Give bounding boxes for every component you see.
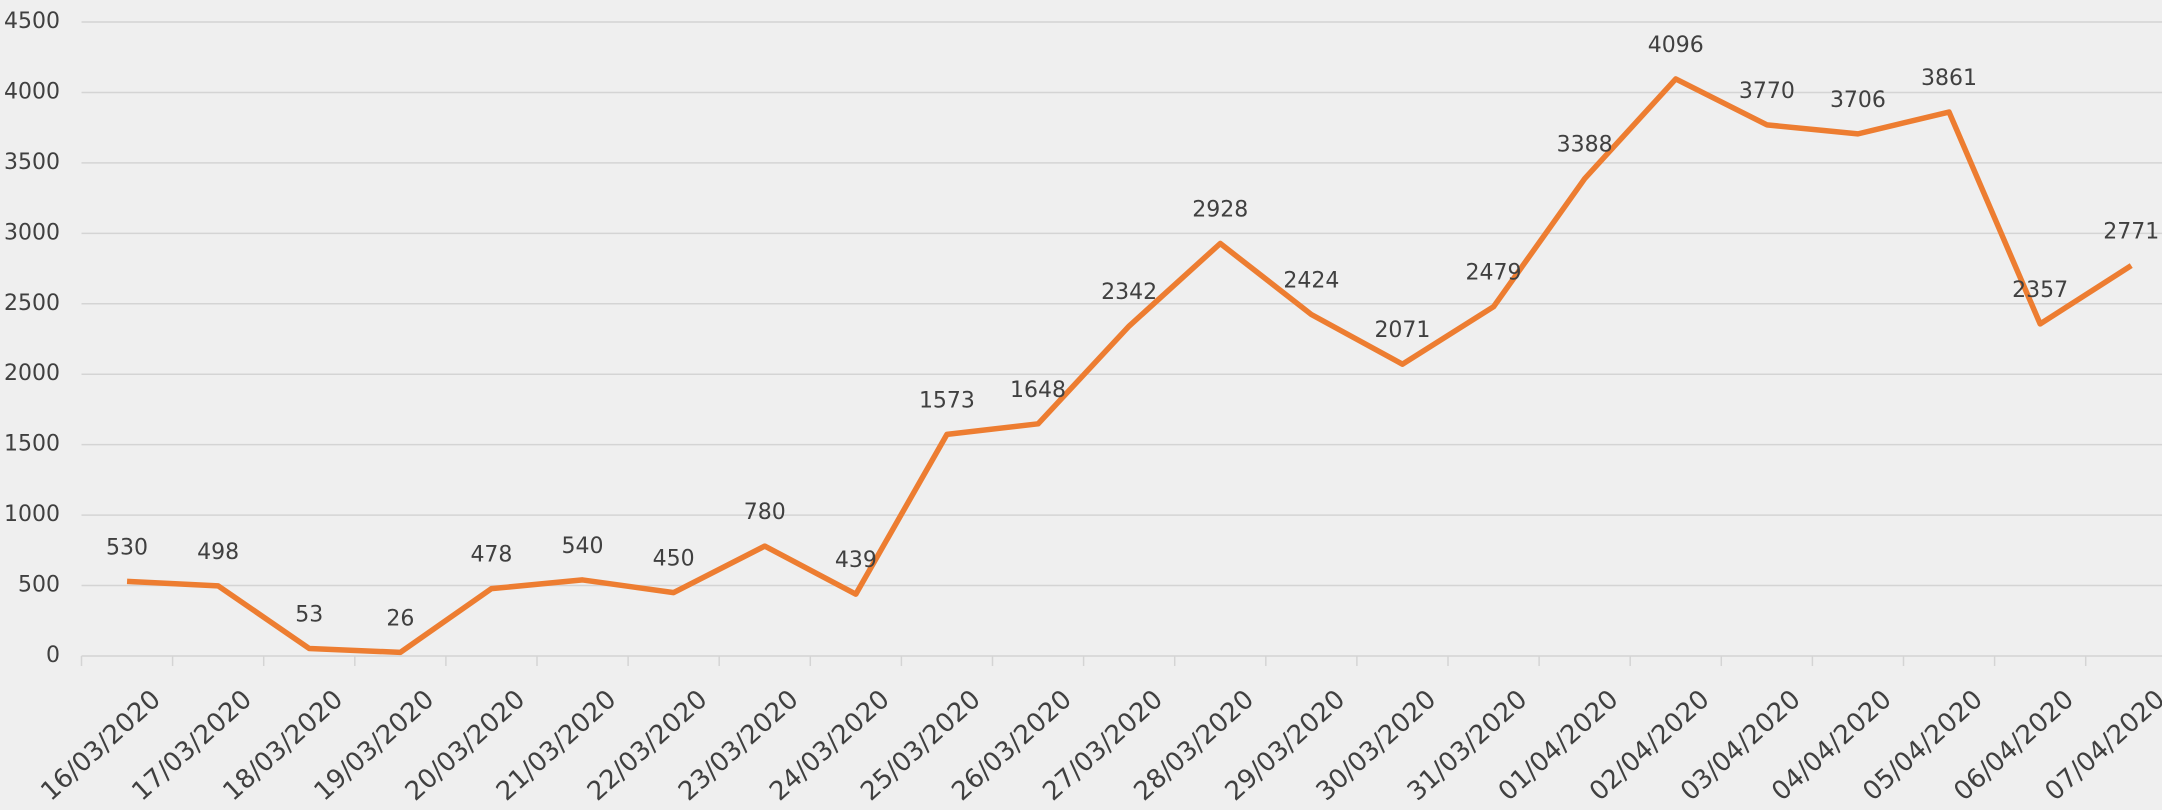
data-label: 2928 xyxy=(1192,197,1248,222)
data-label: 3861 xyxy=(1921,66,1977,91)
y-tick-label: 2500 xyxy=(4,291,60,316)
y-tick-label: 3500 xyxy=(4,150,60,175)
data-label: 2357 xyxy=(2012,278,2068,303)
data-label: 2342 xyxy=(1101,280,1157,305)
data-label: 478 xyxy=(470,543,512,568)
y-tick-label: 1000 xyxy=(4,502,60,527)
y-tick-label: 0 xyxy=(46,643,60,668)
data-label: 2071 xyxy=(1374,318,1430,343)
y-tick-label: 2000 xyxy=(4,361,60,386)
data-label: 439 xyxy=(835,548,877,573)
data-label: 450 xyxy=(653,547,695,572)
y-tick-label: 4500 xyxy=(4,9,60,34)
data-label: 3770 xyxy=(1739,79,1795,104)
data-label: 2771 xyxy=(2103,220,2159,245)
data-label: 540 xyxy=(562,534,604,559)
data-label: 1648 xyxy=(1010,378,1066,403)
data-label: 3388 xyxy=(1557,133,1613,158)
data-label: 498 xyxy=(197,540,239,565)
data-label: 530 xyxy=(106,535,148,560)
data-label: 4096 xyxy=(1648,33,1704,58)
data-label: 53 xyxy=(295,603,323,628)
data-label: 1573 xyxy=(919,388,975,413)
data-label: 2424 xyxy=(1283,268,1339,293)
line xyxy=(126,76,2133,656)
y-tick-label: 1500 xyxy=(4,432,60,457)
y-tick-label: 3000 xyxy=(4,220,60,245)
y-tick-label: 4000 xyxy=(4,79,60,104)
data-label: 780 xyxy=(744,500,786,525)
data-label: 26 xyxy=(386,606,414,631)
data-label: 3706 xyxy=(1830,88,1886,113)
data-label: 2479 xyxy=(1466,261,1522,286)
y-tick-label: 500 xyxy=(18,573,60,598)
